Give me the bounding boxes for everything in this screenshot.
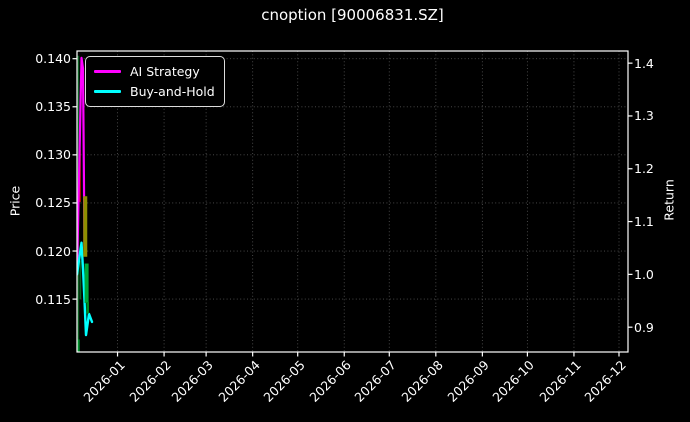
grid (77, 51, 628, 352)
return-tick-label: 1.1 (634, 214, 654, 230)
legend-entry: Buy-and-Hold (94, 81, 215, 101)
buy-and-hold-line-swatch (94, 89, 121, 93)
price-tick-label: 0.135 (35, 99, 71, 115)
price-tick-label: 0.125 (35, 195, 71, 211)
return-tick-label: 1.4 (634, 55, 654, 71)
chart-title: cnoption [90006831.SZ] (261, 6, 444, 24)
price-tick-label: 0.140 (35, 51, 71, 67)
return-tick-label: 1.0 (634, 266, 654, 282)
series-line-ai-strategy (77, 56, 86, 276)
legend-label: AI Strategy (130, 63, 200, 79)
legend: AI Strategy Buy-and-Hold (85, 56, 225, 107)
price-tick-label: 0.115 (35, 291, 71, 307)
return-tick-label: 1.3 (634, 108, 654, 124)
ai-strategy-line-swatch (94, 69, 121, 73)
legend-label: Buy-and-Hold (130, 83, 215, 99)
legend-entry: AI Strategy (94, 61, 215, 81)
plot-border (76, 50, 629, 353)
series-line-buy-and-hold (77, 241, 94, 337)
price-tick-label: 0.130 (35, 147, 71, 163)
price-tick-label: 0.120 (35, 243, 71, 259)
return-tick-label: 1.2 (634, 161, 654, 177)
return-tick-label: 0.9 (634, 319, 654, 335)
axes-frame (72, 50, 633, 357)
data-layer (77, 55, 94, 352)
